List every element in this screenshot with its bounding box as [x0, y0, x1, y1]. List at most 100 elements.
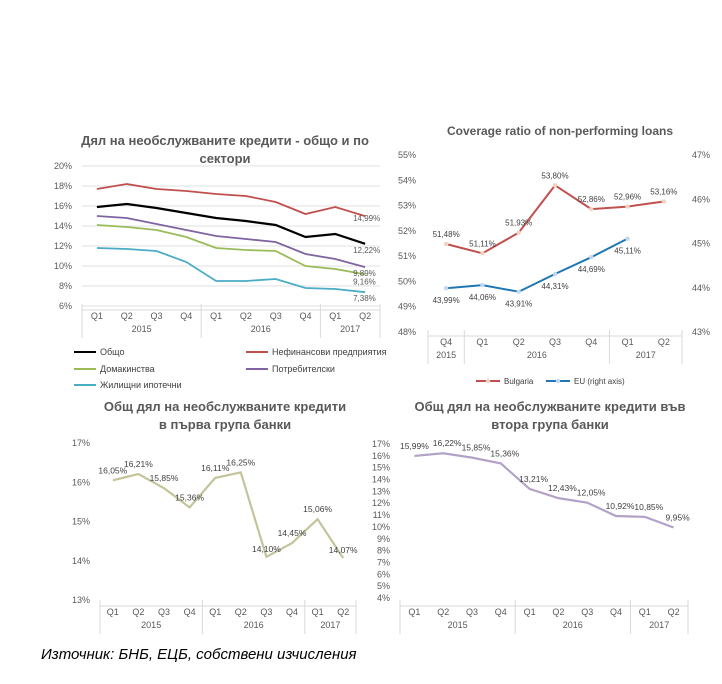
coverage-y-tick-label: 53%: [398, 201, 416, 211]
source-note: Източник: БНБ, ЕЦБ, собствени изчисления: [41, 646, 357, 663]
coverage-y2-tick-label: 44%: [692, 283, 710, 293]
coverage-point-eu: [625, 236, 630, 241]
coverage-legend-label: EU (right axis): [574, 377, 625, 386]
group2-chart-title: Общ дял на необслужваните кредити във вт…: [380, 398, 720, 434]
sectors-series-line-corporate: [96, 183, 366, 217]
group1-data-label: 16,05%: [98, 465, 127, 475]
coverage-point-bulgaria: [552, 183, 558, 188]
group1-category-label: Q2: [337, 607, 349, 617]
sectors-legend-label: Домакинства: [100, 364, 155, 374]
group2-data-label: 12,05%: [577, 488, 606, 498]
sectors-category-label: Q3: [150, 311, 162, 321]
group1-y-tick-label: 16%: [72, 477, 90, 487]
sectors-category-label: Q4: [180, 311, 192, 321]
sectors-category-label: Q1: [329, 311, 341, 321]
coverage-legend-label: Bulgaria: [504, 377, 534, 386]
coverage-series-line-eu: [446, 237, 629, 293]
group1-data-label: 14,07%: [329, 545, 358, 555]
group1-year-label: 2016: [244, 620, 264, 630]
coverage-point-bulgaria: [589, 206, 594, 212]
sectors-end-label: 14,99%: [353, 214, 380, 223]
group2-data-label: 15,85%: [462, 443, 491, 453]
group2-title-line-2: втора група банки: [491, 417, 609, 432]
group2-data-label: 9,95%: [666, 513, 691, 523]
coverage-category-label: Q2: [513, 337, 525, 347]
group2-category-label: Q4: [610, 607, 622, 617]
coverage-data-label: 51,48%: [433, 230, 460, 239]
sectors-series-line-consumer: [96, 215, 366, 268]
coverage-data-label: 43,91%: [505, 300, 532, 309]
group1-title-line-2: в първа група банки: [158, 417, 292, 432]
group2-data-label: 10,92%: [606, 501, 635, 511]
sectors-y-tick-label: 12%: [54, 241, 72, 251]
group1-data-label: 15,36%: [175, 492, 204, 502]
group2-y-tick-label: 13%: [372, 486, 390, 496]
coverage-data-label: 43,99%: [433, 296, 460, 305]
sectors-y-tick-label: 14%: [54, 221, 72, 231]
coverage-point-bulgaria: [516, 230, 521, 235]
group1-category-label: Q3: [158, 607, 170, 617]
coverage-point-bulgaria: [661, 199, 667, 204]
sectors-category-label: Q2: [359, 311, 371, 321]
group2-data-label: 12,43%: [548, 483, 577, 493]
group1-data-label: 15,06%: [303, 504, 332, 514]
group1-data-label: 16,25%: [226, 457, 255, 467]
sectors-legend-label: Нефинансови предприятия: [272, 347, 387, 357]
coverage-y-tick-label: 50%: [398, 276, 416, 286]
coverage-y-tick-label: 48%: [398, 327, 416, 337]
coverage-data-label: 52,96%: [614, 193, 641, 202]
coverage-y-tick-label: 54%: [398, 175, 416, 185]
coverage-point-eu: [443, 285, 449, 291]
sectors-y-tick-label: 16%: [54, 201, 72, 211]
coverage-y2-tick-label: 43%: [692, 327, 710, 337]
sectors-y-tick-label: 18%: [54, 181, 72, 191]
group1-category-label: Q2: [132, 607, 144, 617]
group2-y-tick-label: 17%: [372, 439, 390, 449]
sectors-y-tick-label: 8%: [59, 281, 72, 291]
sectors-end-label: 7,38%: [353, 294, 376, 303]
group2-y-tick-label: 4%: [377, 593, 390, 603]
coverage-legend-marker-eu: [555, 378, 561, 384]
group1-category-label: Q3: [260, 607, 272, 617]
group2-data-label: 15,99%: [400, 441, 429, 451]
coverage-year-label: 2017: [636, 350, 656, 360]
group1-y-tick-label: 13%: [72, 595, 90, 605]
group2-title-line-1: Общ дял на необслужваните кредити във: [414, 399, 686, 414]
group2-category-label: Q2: [668, 607, 680, 617]
group1-year-label: 2017: [320, 620, 340, 630]
coverage-data-label: 44,06%: [469, 293, 496, 302]
group1-y-tick-label: 17%: [72, 438, 90, 448]
group2-category-label: Q1: [639, 607, 651, 617]
coverage-y2-tick-label: 46%: [692, 194, 710, 204]
group2-category-label: Q3: [466, 607, 478, 617]
group1-data-label: 14,10%: [252, 544, 281, 554]
coverage-category-label: Q2: [658, 337, 670, 347]
coverage-year-label: 2015: [436, 350, 456, 360]
coverage-y-tick-label: 55%: [398, 150, 416, 160]
coverage-y-tick-label: 52%: [398, 226, 416, 236]
group1-category-label: Q1: [107, 607, 119, 617]
coverage-category-label: Q4: [440, 337, 452, 347]
coverage-category-label: Q3: [549, 337, 561, 347]
sectors-y-tick-label: 10%: [54, 261, 72, 271]
sectors-end-label: 9,16%: [353, 277, 376, 286]
sectors-title-line-1: Дял на необслужваните кредити - общо и п…: [81, 133, 369, 148]
coverage-y2-tick-label: 45%: [692, 239, 710, 249]
coverage-y-tick-label: 51%: [398, 251, 416, 261]
sectors-chart-title: Дял на необслужваните кредити - общо и п…: [60, 132, 390, 168]
group2-category-label: Q2: [552, 607, 564, 617]
coverage-data-label: 44,69%: [578, 265, 605, 274]
group2-category-label: Q1: [524, 607, 536, 617]
group2-category-label: Q4: [495, 607, 507, 617]
group1-y-tick-label: 15%: [72, 517, 90, 527]
coverage-point-eu: [516, 289, 521, 294]
group2-year-label: 2015: [448, 620, 468, 630]
coverage-legend-marker-bulgaria: [485, 378, 491, 384]
sectors-category-label: Q1: [91, 311, 103, 321]
sectors-legend-label: Потребителски: [272, 364, 335, 374]
coverage-data-label: 45,11%: [614, 247, 641, 256]
coverage-point-eu: [480, 282, 485, 288]
sectors-series-line-households: [96, 224, 366, 276]
sectors-legend-label: Общо: [100, 347, 124, 357]
